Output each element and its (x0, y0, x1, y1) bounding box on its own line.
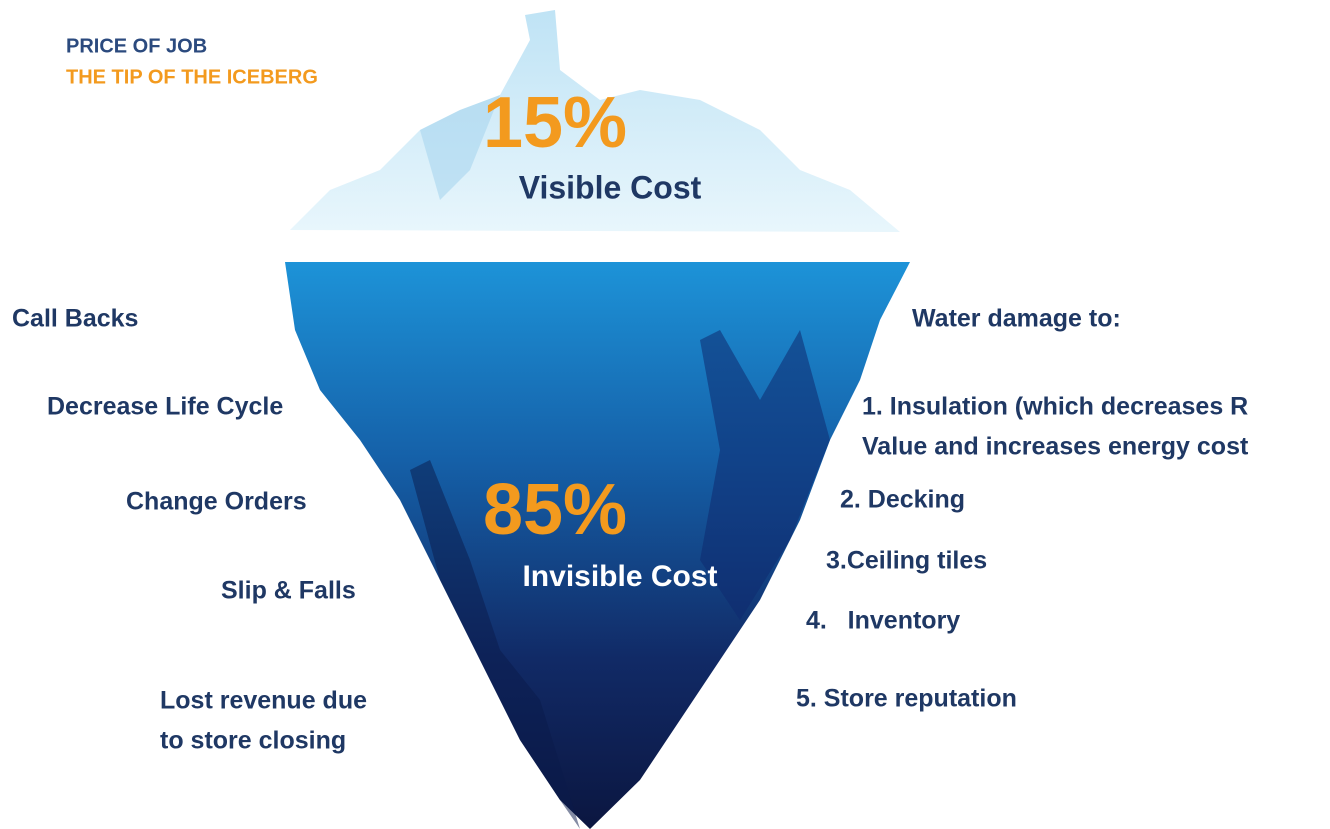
title: PRICE OF JOB (66, 35, 207, 57)
invisible-percent: 85% (483, 470, 627, 550)
left-item: Change Orders (126, 488, 307, 516)
visible-label: Visible Cost (519, 169, 702, 205)
right-item: 3.Ceiling tiles (826, 547, 987, 575)
iceberg-facet (700, 330, 830, 620)
right-item: Value and increases energy cost (862, 433, 1249, 461)
left-item: to store closing (160, 727, 346, 755)
iceberg-facet (410, 460, 580, 829)
right-item: 1. Insulation (which decreases R (862, 393, 1248, 421)
visible-percent: 15% (483, 83, 627, 163)
left-item: Call Backs (12, 305, 138, 333)
left-item: Slip & Falls (221, 577, 356, 605)
right-item: 2. Decking (840, 486, 965, 514)
subtitle: THE TIP OF THE ICEBERG (66, 66, 318, 88)
left-item: Lost revenue due (160, 687, 367, 715)
left-item: Decrease Life Cycle (47, 393, 283, 421)
right-item: 4. Inventory (806, 607, 960, 635)
right-item: 5. Store reputation (796, 685, 1017, 713)
right-item: Water damage to: (912, 305, 1121, 333)
iceberg-tip-facet (420, 95, 500, 200)
invisible-label: Invisible Cost (522, 560, 717, 593)
